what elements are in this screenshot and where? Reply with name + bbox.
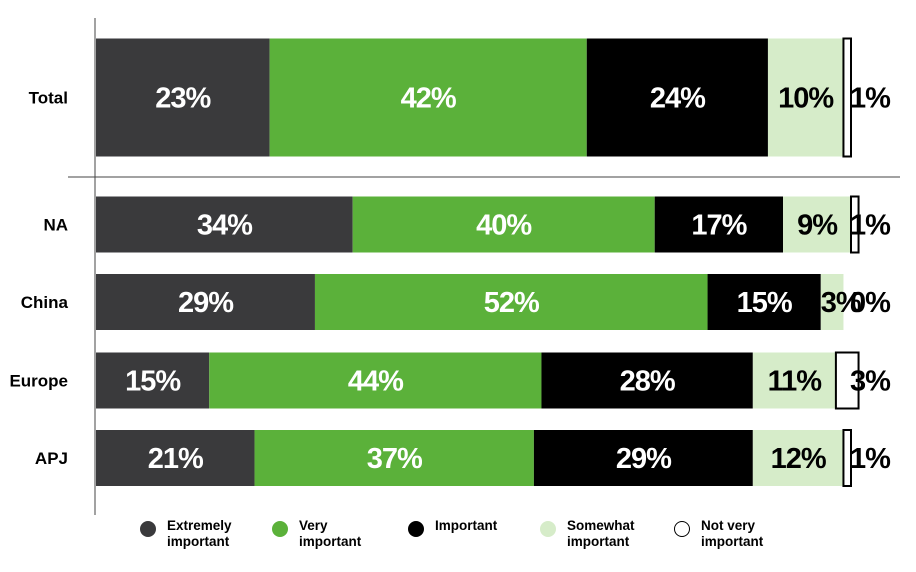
- bar-segment-na-not-very-important: [850, 195, 860, 254]
- legend-item-not-very-important: Not very important: [674, 518, 781, 550]
- bar-segment-apj-not-very-important: [842, 429, 853, 487]
- legend-label-very-important: Very important: [299, 518, 362, 549]
- data-label-total-extremely-important: 23%: [155, 83, 211, 115]
- legend-item-very-important: Very important: [272, 518, 369, 550]
- legend-swatch-extremely-important: [140, 521, 156, 537]
- bar-segment-na-very-important: [352, 196, 655, 253]
- legend-swatch-important: [408, 521, 424, 537]
- bar-segment-total-extremely-important: [96, 38, 270, 157]
- data-label-china-extremely-important: 29%: [178, 287, 234, 319]
- data-label-china-somewhat-important: 3%: [821, 287, 862, 319]
- data-label-na-not-very-important: 1%: [850, 210, 891, 242]
- data-label-total-important: 24%: [650, 83, 706, 115]
- data-label-apj-very-important: 37%: [367, 443, 423, 475]
- bar-segment-europe-extremely-important: [96, 352, 210, 409]
- data-label-china-not-very-important: 0%: [850, 287, 891, 319]
- data-label-europe-extremely-important: 15%: [125, 366, 181, 398]
- legend-item-important: Important: [408, 518, 525, 537]
- bar-segment-china-important: [707, 274, 821, 330]
- data-label-na-very-important: 40%: [476, 210, 532, 242]
- bar-segment-na-extremely-important: [96, 196, 353, 253]
- data-label-apj-somewhat-important: 12%: [771, 443, 827, 475]
- data-label-europe-not-very-important: 3%: [850, 366, 891, 398]
- category-label-total: Total: [29, 89, 68, 108]
- legend-item-extremely-important: Extremely important: [140, 518, 247, 550]
- legend-item-somewhat-important: Somewhat important: [540, 518, 647, 550]
- category-label-na: NA: [43, 216, 68, 235]
- bars-layer: Total 23% 42% 24% 10% 1% NA 34% 40% 17% 9% 1% China 2…: [9, 37, 892, 487]
- data-label-total-somewhat-important: 10%: [778, 83, 834, 115]
- legend-label-somewhat-important: Somewhat important: [567, 518, 635, 549]
- legend-label-important: Important: [435, 518, 498, 533]
- bar-segment-apj-important: [533, 430, 753, 486]
- bar-segment-total-important: [586, 38, 768, 157]
- bar-segment-na-important: [654, 196, 784, 253]
- legend-swatch-somewhat-important: [540, 521, 556, 537]
- bar-segment-na-somewhat-important: [783, 196, 851, 253]
- bar-segment-china-somewhat-important: [820, 274, 844, 330]
- data-label-europe-somewhat-important: 11%: [768, 366, 823, 398]
- bar-segment-europe-somewhat-important: [752, 352, 836, 409]
- data-label-na-extremely-important: 34%: [197, 210, 253, 242]
- data-label-europe-important: 28%: [620, 366, 676, 398]
- bar-segment-europe-very-important: [209, 352, 542, 409]
- data-label-na-somewhat-important: 9%: [797, 210, 838, 242]
- data-label-china-important: 15%: [737, 287, 793, 319]
- bar-segment-apj-extremely-important: [96, 430, 255, 486]
- data-label-na-important: 17%: [691, 210, 747, 242]
- data-label-total-very-important: 42%: [401, 83, 457, 115]
- bar-segment-europe-important: [541, 352, 753, 409]
- data-label-apj-not-very-important: 1%: [850, 443, 891, 475]
- data-label-europe-very-important: 44%: [348, 366, 404, 398]
- legend-swatch-very-important: [272, 521, 288, 537]
- bar-segment-china-very-important: [314, 274, 708, 330]
- data-label-apj-extremely-important: 21%: [148, 443, 204, 475]
- data-label-apj-important: 29%: [616, 443, 672, 475]
- data-label-total-not-very-important: 1%: [850, 83, 891, 115]
- bar-segment-total-somewhat-important: [767, 38, 844, 157]
- data-label-china-very-important: 52%: [484, 287, 540, 319]
- legend-swatch-not-very-important: [674, 521, 690, 537]
- bar-segment-china-extremely-important: [96, 274, 315, 330]
- bar-segment-total-not-very-important: [842, 37, 853, 158]
- bar-segment-total-very-important: [269, 38, 587, 157]
- category-label-europe: Europe: [9, 372, 68, 391]
- legend: Extremely important Very important Impor…: [140, 518, 900, 568]
- legend-label-not-very-important: Not very important: [701, 518, 764, 549]
- bar-segment-apj-very-important: [254, 430, 534, 486]
- category-label-apj: APJ: [35, 449, 68, 468]
- bar-segment-europe-not-very-important: [834, 351, 860, 410]
- category-label-china: China: [21, 293, 69, 312]
- bar-segment-apj-somewhat-important: [752, 430, 844, 486]
- legend-label-extremely-important: Extremely important: [167, 518, 232, 549]
